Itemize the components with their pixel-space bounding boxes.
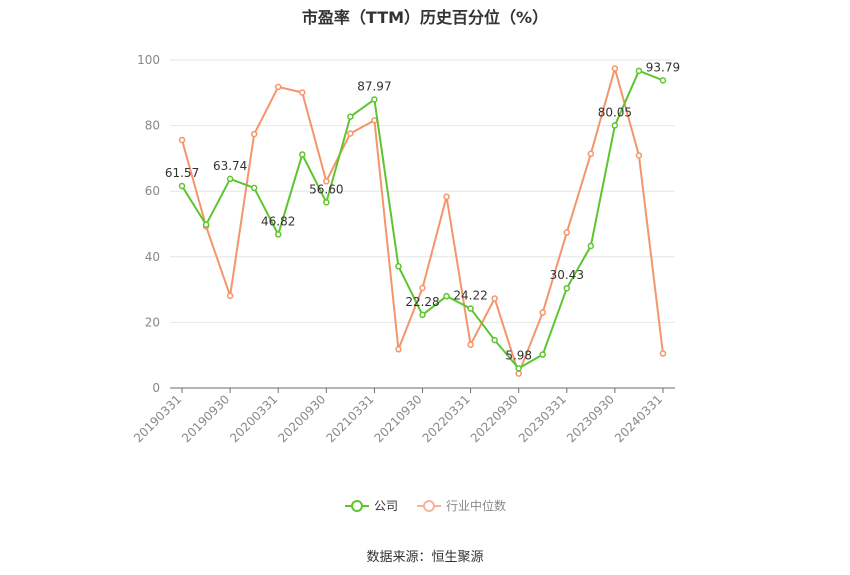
x-tick-label: 20220331 xyxy=(420,392,473,445)
company-data-point xyxy=(371,96,378,103)
company-data-label: 80.05 xyxy=(598,105,632,119)
company-data-label: 63.74 xyxy=(213,159,247,173)
industry-median-data-point xyxy=(635,152,643,159)
industry-median-data-point xyxy=(347,130,354,137)
industry-median-data-point xyxy=(226,292,234,300)
company-data-label: 5.98 xyxy=(505,348,532,362)
company-data-point xyxy=(419,311,426,319)
chart-title: 市盈率（TTM）历史百分位（%） xyxy=(301,8,549,27)
company-data-point xyxy=(226,175,234,183)
company-data-point xyxy=(611,122,619,129)
industry-median-data-point xyxy=(395,346,402,353)
x-tick-label: 20230331 xyxy=(516,392,569,445)
company-data-label: 93.79 xyxy=(646,60,680,74)
source-note: 数据来源：恒生聚源 xyxy=(366,550,484,565)
x-tick-label: 20190930 xyxy=(179,392,232,445)
industry-median-data-point xyxy=(419,284,426,292)
legend-company-marker-icon xyxy=(344,499,369,512)
company-data-point xyxy=(491,336,498,344)
company-data-label: 61.57 xyxy=(165,166,199,180)
industry-median-data-point xyxy=(515,370,522,377)
company-data-point xyxy=(347,113,354,120)
industry-median-data-point xyxy=(250,130,258,138)
grid-layer xyxy=(170,59,675,323)
company-data-point xyxy=(443,292,450,300)
industry-median-data-point xyxy=(178,136,186,144)
company-data-point xyxy=(467,305,474,312)
x-tick-label: 20190331 xyxy=(131,392,184,445)
industry-median-data-point xyxy=(587,150,595,158)
company-data-point xyxy=(202,221,210,228)
x-tick-label: 20210930 xyxy=(372,392,425,445)
industry-median-data-point xyxy=(659,350,667,357)
legend-company-label: 公司 xyxy=(373,499,398,513)
x-tick-label: 20240331 xyxy=(612,392,665,445)
legend-item-company[interactable]: 公司 xyxy=(344,497,398,514)
data-label-layer: 61.57 63.74 46.82 56.60 87.97 22.28 24.22 5.98 3… xyxy=(165,60,680,362)
industry-median-series-line xyxy=(181,67,664,375)
industry-median-data-point xyxy=(323,178,330,185)
company-data-point xyxy=(515,365,522,372)
industry-median-data-point xyxy=(563,229,571,236)
legend-industry-marker-icon xyxy=(417,499,441,512)
x-tick-label: 20200930 xyxy=(275,392,328,445)
axis-layer: 0 20 40 60 80 100 2019033120190930202003312020… xyxy=(131,53,675,445)
series-layer xyxy=(178,65,667,377)
company-data-label: 22.28 xyxy=(405,295,439,309)
y-tick-label: 80 xyxy=(145,119,160,133)
industry-median-data-point xyxy=(467,341,474,348)
industry-median-data-point xyxy=(274,83,282,91)
industry-median-data-point xyxy=(539,309,546,316)
industry-median-data-point xyxy=(611,65,619,72)
y-tick-label: 20 xyxy=(145,315,160,329)
legend-industry-label: 行业中位数 xyxy=(446,499,507,513)
company-data-label: 24.22 xyxy=(453,289,487,303)
company-data-point xyxy=(250,184,258,192)
company-data-label: 56.60 xyxy=(309,182,343,196)
industry-median-data-point xyxy=(491,295,498,302)
company-data-point xyxy=(178,182,186,190)
company-data-label: 30.43 xyxy=(550,268,584,282)
industry-median-data-point xyxy=(299,89,306,96)
company-data-point xyxy=(635,67,643,75)
y-tick-label: 40 xyxy=(145,250,160,264)
company-data-point xyxy=(299,151,306,158)
company-data-point xyxy=(587,242,595,250)
company-data-point xyxy=(395,263,402,270)
x-tick-label: 20200331 xyxy=(227,392,280,445)
company-data-point xyxy=(274,231,282,238)
company-data-point xyxy=(563,284,571,292)
company-series-line xyxy=(181,69,664,370)
x-tick-label: 20210331 xyxy=(323,392,376,445)
y-tick-label: 0 xyxy=(152,381,160,395)
company-data-label: 46.82 xyxy=(261,214,295,228)
x-tick-label: 20230930 xyxy=(564,392,617,445)
y-tick-label: 100 xyxy=(137,53,160,67)
legend: 公司 行业中位数 xyxy=(0,497,850,514)
x-tick-label: 20220930 xyxy=(468,392,521,445)
industry-median-data-point xyxy=(443,193,450,201)
company-data-label: 87.97 xyxy=(357,79,391,93)
company-data-point xyxy=(659,77,667,84)
y-tick-label: 60 xyxy=(145,184,160,198)
company-data-point xyxy=(323,199,330,206)
legend-item-industry-median[interactable]: 行业中位数 xyxy=(416,497,506,514)
company-data-point xyxy=(539,351,546,358)
